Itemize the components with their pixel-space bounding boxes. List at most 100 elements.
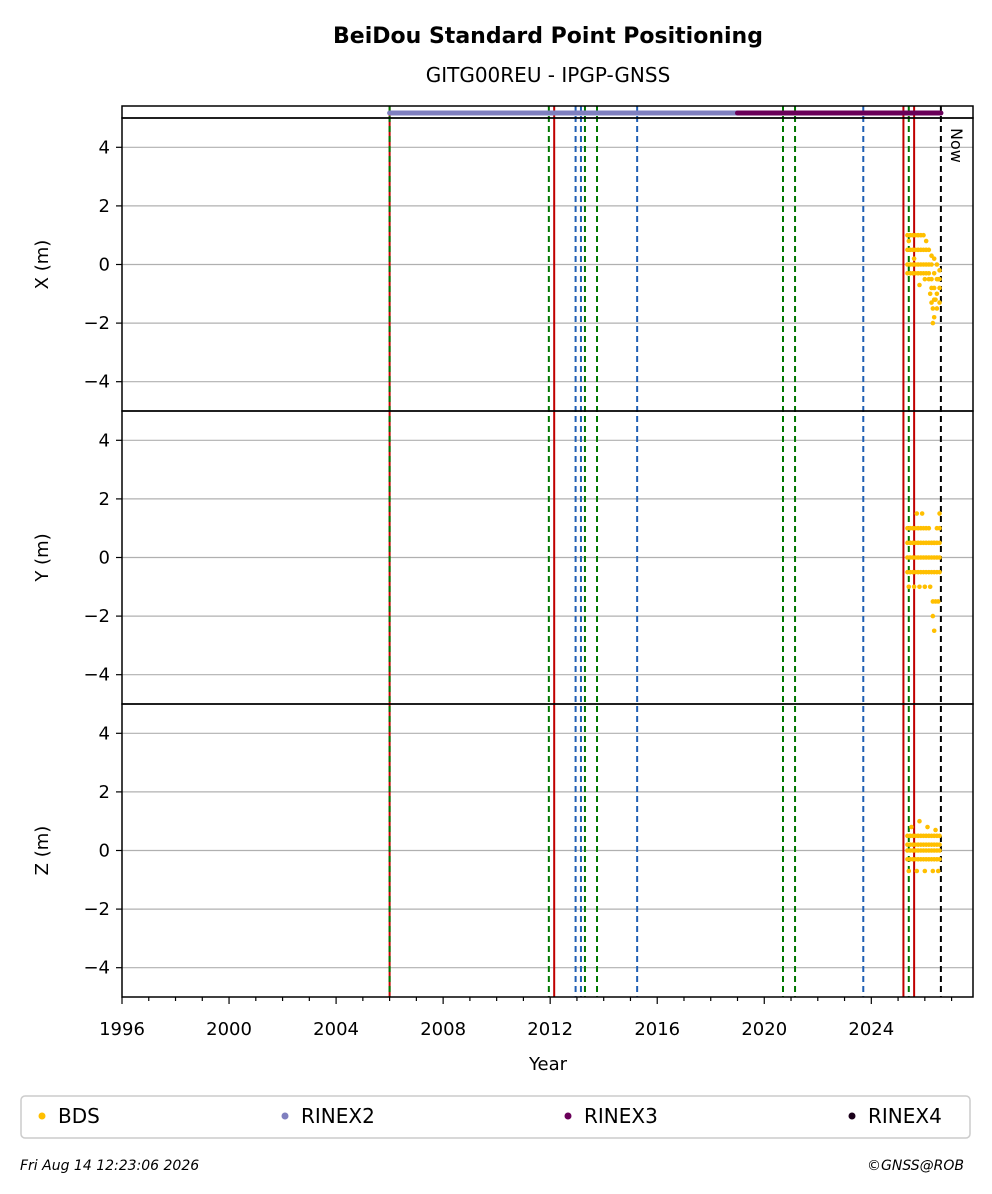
y-tick-label: 4 bbox=[99, 430, 110, 451]
y-tick-label: −2 bbox=[83, 899, 110, 920]
data-point bbox=[927, 291, 933, 297]
data-point bbox=[934, 306, 940, 311]
y-axis-label: X (m) bbox=[32, 240, 53, 290]
data-point bbox=[909, 824, 914, 830]
data-point bbox=[934, 291, 940, 297]
legend-marker bbox=[38, 1112, 46, 1120]
x-tick-label: 2004 bbox=[313, 1019, 359, 1040]
footer-timestamp: Fri Aug 14 12:23:06 2026 bbox=[20, 1158, 199, 1174]
legend-marker bbox=[848, 1112, 856, 1120]
data-point bbox=[935, 868, 941, 874]
data-point bbox=[937, 268, 942, 273]
data-point bbox=[937, 856, 942, 862]
data-point bbox=[922, 276, 928, 282]
data-point bbox=[930, 868, 936, 874]
y-tick-label: 2 bbox=[99, 196, 110, 217]
y-axis-label: Z (m) bbox=[32, 826, 53, 876]
data-point bbox=[937, 285, 942, 291]
legend-marker bbox=[564, 1112, 572, 1120]
data-point bbox=[923, 247, 929, 253]
y-tick-label: −2 bbox=[83, 313, 110, 334]
data-point bbox=[921, 232, 926, 238]
y-tick-label: 2 bbox=[99, 782, 110, 803]
y-tick-label: 4 bbox=[99, 723, 110, 744]
x-tick-label: 2020 bbox=[741, 1019, 787, 1040]
y-tick-label: 2 bbox=[99, 489, 110, 510]
data-point bbox=[937, 525, 942, 531]
data-point bbox=[906, 584, 912, 590]
data-point bbox=[923, 238, 929, 244]
data-point bbox=[926, 525, 932, 531]
legend-frame bbox=[20, 1095, 971, 1139]
data-point bbox=[937, 848, 942, 853]
y-tick-label: −4 bbox=[83, 958, 110, 979]
legend-entry: BDS bbox=[58, 1104, 100, 1128]
chart-title: BeiDou Standard Point Positioning bbox=[333, 24, 763, 49]
data-point bbox=[937, 842, 942, 847]
data-point bbox=[931, 270, 937, 276]
data-point bbox=[937, 511, 942, 516]
y-tick-label: −4 bbox=[83, 372, 110, 393]
x-tick-label: 2000 bbox=[206, 1019, 252, 1040]
data-point bbox=[931, 314, 937, 320]
y-tick-label: 0 bbox=[99, 255, 110, 276]
legend: BDS RINEX2 RINEX3 RINEX4 bbox=[20, 1095, 971, 1139]
y-tick-label: −2 bbox=[83, 606, 110, 627]
legend-entry: RINEX4 bbox=[868, 1104, 942, 1128]
now-label: Now bbox=[947, 128, 966, 163]
x-tick-label: 2016 bbox=[634, 1019, 680, 1040]
data-point bbox=[926, 276, 932, 282]
data-point bbox=[933, 827, 938, 833]
data-point bbox=[927, 584, 933, 590]
data-point bbox=[931, 628, 937, 634]
y-tick-label: 4 bbox=[99, 137, 110, 158]
data-point bbox=[931, 256, 937, 261]
data-point bbox=[911, 584, 917, 590]
data-point bbox=[929, 262, 934, 267]
data-point bbox=[917, 282, 922, 288]
data-point bbox=[935, 599, 941, 604]
legend-marker bbox=[281, 1112, 289, 1120]
x-tick-label: 2008 bbox=[420, 1019, 466, 1040]
data-point bbox=[933, 297, 938, 302]
y-axis-label: Y (m) bbox=[32, 533, 53, 582]
data-point bbox=[911, 256, 917, 261]
data-point bbox=[937, 300, 942, 305]
data-point bbox=[906, 238, 912, 244]
x-tick-label: 1996 bbox=[99, 1019, 145, 1040]
footer-credit: ©GNSS@ROB bbox=[867, 1158, 964, 1174]
data-point bbox=[937, 569, 942, 575]
x-axis-label: Year bbox=[528, 1054, 568, 1075]
data-point bbox=[934, 262, 940, 267]
data-point bbox=[937, 540, 942, 546]
y-tick-label: −4 bbox=[83, 665, 110, 686]
data-point bbox=[929, 253, 934, 259]
plot-area: −4 −2 0 2 4 X (m) −4 −2 0 2 4 Y (m) −4 −2 0 2 4 Z (m) 1996… bbox=[32, 105, 974, 1040]
data-point bbox=[930, 613, 936, 619]
data-point bbox=[906, 868, 912, 874]
data-point bbox=[919, 511, 925, 516]
x-tick-label: 2024 bbox=[848, 1019, 894, 1040]
x-tick-label: 2012 bbox=[527, 1019, 573, 1040]
legend-entry: RINEX3 bbox=[584, 1104, 658, 1128]
data-point bbox=[929, 300, 934, 305]
data-point bbox=[937, 555, 942, 560]
data-point bbox=[922, 868, 928, 874]
data-point bbox=[923, 270, 929, 276]
y-tick-label: 0 bbox=[99, 841, 110, 862]
data-point bbox=[914, 511, 920, 516]
data-point bbox=[930, 320, 936, 326]
y-tick-label: 0 bbox=[99, 548, 110, 569]
panel-frame bbox=[121, 703, 974, 998]
data-point bbox=[914, 868, 920, 874]
data-point bbox=[923, 262, 929, 267]
data-point bbox=[925, 824, 930, 830]
legend-entry: RINEX2 bbox=[301, 1104, 375, 1128]
data-point bbox=[922, 584, 928, 590]
data-point bbox=[935, 276, 941, 282]
data-point bbox=[917, 584, 922, 590]
data-point bbox=[930, 306, 936, 311]
data-point bbox=[929, 285, 934, 291]
data-point bbox=[937, 833, 942, 839]
